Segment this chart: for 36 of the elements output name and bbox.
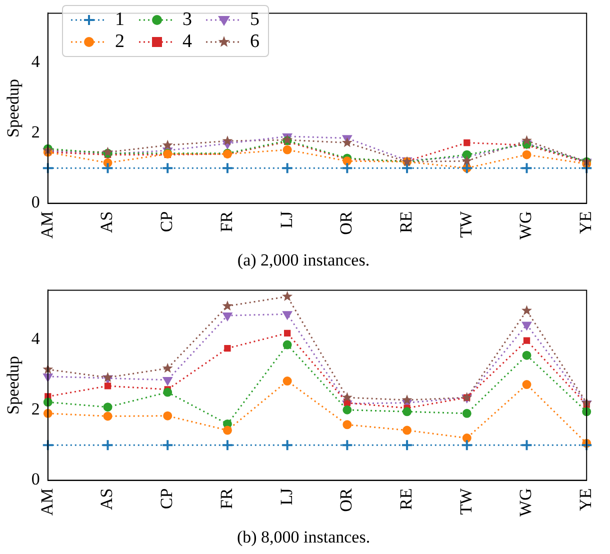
text: (b) 8,000 instances.: [236, 527, 370, 546]
legend-label: 4: [182, 31, 192, 53]
x-tick-label: FR: [216, 210, 236, 232]
y-tick-label: 4: [31, 328, 40, 348]
y-axis-title: Speedup: [4, 78, 23, 138]
legend-label: 5: [250, 9, 260, 31]
text: (a) 2,000 instances.: [237, 250, 370, 270]
x-tick-label: AM: [37, 488, 56, 516]
y-tick-label: 4: [31, 52, 40, 71]
x-tick-label: CP: [157, 211, 176, 232]
x-tick-label: WG: [516, 211, 536, 240]
x-tick-label: AS: [97, 211, 116, 234]
y-tick-label: 2: [31, 399, 40, 418]
x-tick-label: TW: [456, 487, 476, 515]
x-tick-label: AM: [37, 211, 56, 239]
x-tick-label: TW: [456, 210, 476, 238]
legend-label: 2: [115, 31, 124, 53]
x-tick-label: OR: [336, 210, 356, 235]
x-tick-label: LJ: [276, 488, 296, 506]
x-tick-label: YE: [576, 488, 596, 511]
x-tick-label: RE: [396, 211, 416, 234]
legend-label: 1: [115, 9, 124, 31]
x-tick-label: FR: [216, 488, 236, 510]
y-axis-title: Speedup: [4, 356, 23, 415]
legend-label: 6: [250, 31, 260, 53]
x-tick-label: RE: [396, 488, 416, 510]
y-tick-label: 0: [31, 470, 40, 489]
x-tick-label: CP: [157, 488, 176, 510]
x-tick-label: YE: [576, 211, 596, 234]
legend-label: 3: [182, 9, 192, 31]
x-tick-label: LJ: [276, 210, 296, 228]
x-tick-label: WG: [516, 488, 536, 517]
x-tick-label: OR: [336, 488, 356, 512]
x-tick-label: AS: [97, 488, 116, 510]
y-tick-label: 0: [31, 192, 40, 212]
y-tick-label: 2: [31, 122, 40, 142]
